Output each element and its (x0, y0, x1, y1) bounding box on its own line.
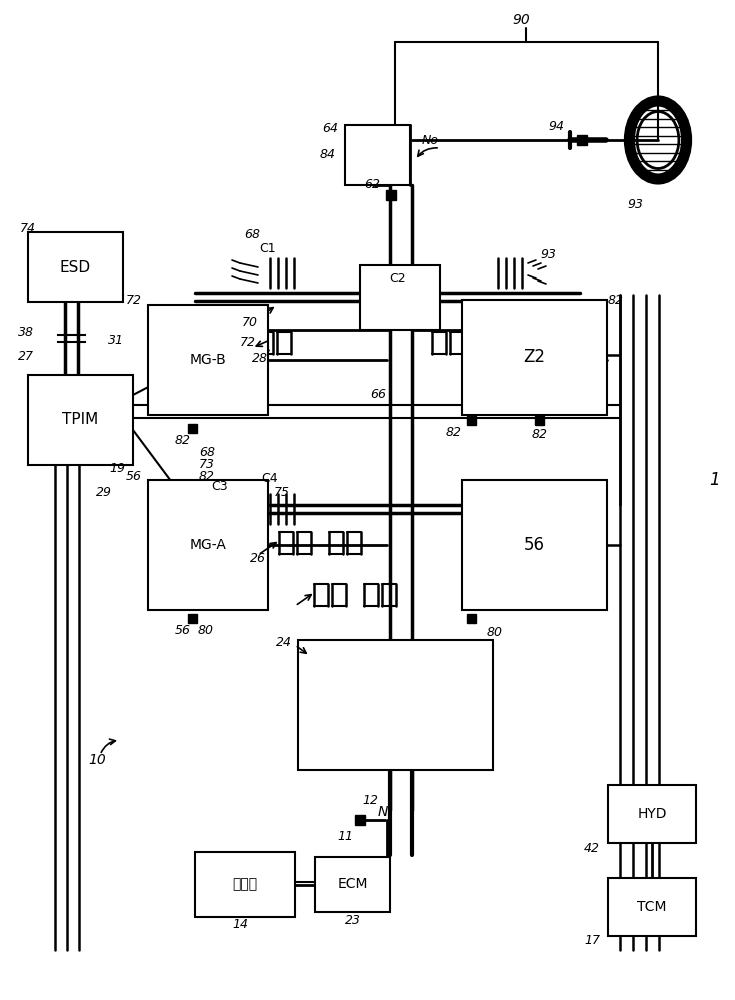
Bar (577, 135, 587, 145)
Bar (386, 190, 396, 200)
Text: 66: 66 (370, 388, 386, 401)
Text: 90: 90 (512, 13, 531, 27)
Text: 93: 93 (627, 198, 643, 212)
Bar (608, 878, 696, 936)
Text: MG-B: MG-B (190, 353, 226, 367)
Text: 1: 1 (710, 471, 720, 489)
Text: MG-A: MG-A (190, 538, 226, 552)
Text: $N_I$: $N_I$ (377, 805, 392, 821)
Text: 31: 31 (108, 334, 124, 347)
Text: 68: 68 (244, 229, 260, 241)
Text: 19: 19 (109, 462, 125, 475)
Bar (28, 232, 123, 302)
Bar (462, 480, 607, 610)
Bar (148, 305, 268, 415)
Bar (345, 125, 410, 185)
Text: C2: C2 (390, 271, 406, 284)
Text: 82: 82 (446, 426, 462, 438)
Text: TPIM: TPIM (62, 412, 98, 428)
Text: No: No (421, 133, 439, 146)
Text: 12: 12 (362, 794, 378, 806)
Bar (467, 613, 476, 622)
Text: 82: 82 (532, 428, 548, 440)
Text: C3: C3 (212, 481, 229, 493)
Text: 23: 23 (345, 914, 361, 926)
Text: 74: 74 (20, 222, 36, 234)
Text: 11: 11 (337, 830, 353, 844)
Text: 72: 72 (126, 294, 142, 306)
Text: 82: 82 (608, 294, 624, 306)
Text: ECM: ECM (337, 878, 368, 892)
Text: Z2: Z2 (523, 349, 545, 366)
Text: 56: 56 (175, 624, 191, 637)
Text: 发动机: 发动机 (232, 878, 257, 892)
Text: C4: C4 (262, 473, 279, 486)
Text: 72: 72 (240, 336, 256, 349)
Text: 26: 26 (250, 552, 266, 564)
Bar (467, 416, 476, 424)
Text: 70: 70 (242, 316, 258, 328)
Bar (608, 785, 696, 843)
Text: 93: 93 (540, 248, 556, 261)
Text: 64: 64 (322, 121, 338, 134)
Text: 62: 62 (364, 178, 380, 192)
Bar (148, 480, 268, 610)
Text: 82: 82 (199, 470, 215, 483)
Bar (536, 416, 545, 424)
Text: 80: 80 (487, 626, 503, 639)
Text: ESD: ESD (60, 259, 91, 274)
Text: 82: 82 (175, 434, 191, 446)
Bar (355, 815, 365, 825)
Text: 27: 27 (18, 350, 34, 362)
Text: 73: 73 (199, 458, 215, 472)
Text: 38: 38 (18, 326, 34, 338)
Text: 10: 10 (88, 753, 106, 767)
Text: 17: 17 (584, 934, 600, 946)
Text: 84: 84 (320, 148, 336, 161)
Bar (462, 300, 607, 415)
Text: TCM: TCM (637, 900, 667, 914)
Text: 80: 80 (198, 624, 214, 637)
Text: 56: 56 (126, 470, 142, 483)
Bar (195, 852, 295, 917)
Text: C1: C1 (259, 242, 276, 255)
Text: 24: 24 (276, 637, 292, 650)
Text: 42: 42 (584, 842, 600, 854)
Bar (298, 640, 493, 770)
Text: 75: 75 (274, 486, 290, 498)
Bar (28, 375, 133, 465)
Bar (315, 857, 390, 912)
Text: HYD: HYD (637, 807, 667, 821)
Text: 68: 68 (199, 446, 215, 460)
Text: 14: 14 (232, 918, 248, 930)
Text: 56: 56 (524, 536, 545, 554)
Bar (188, 424, 198, 432)
Bar (188, 613, 198, 622)
Text: 28: 28 (252, 352, 268, 364)
Bar (360, 265, 440, 330)
Text: 94: 94 (548, 119, 564, 132)
Text: 29: 29 (96, 486, 112, 498)
